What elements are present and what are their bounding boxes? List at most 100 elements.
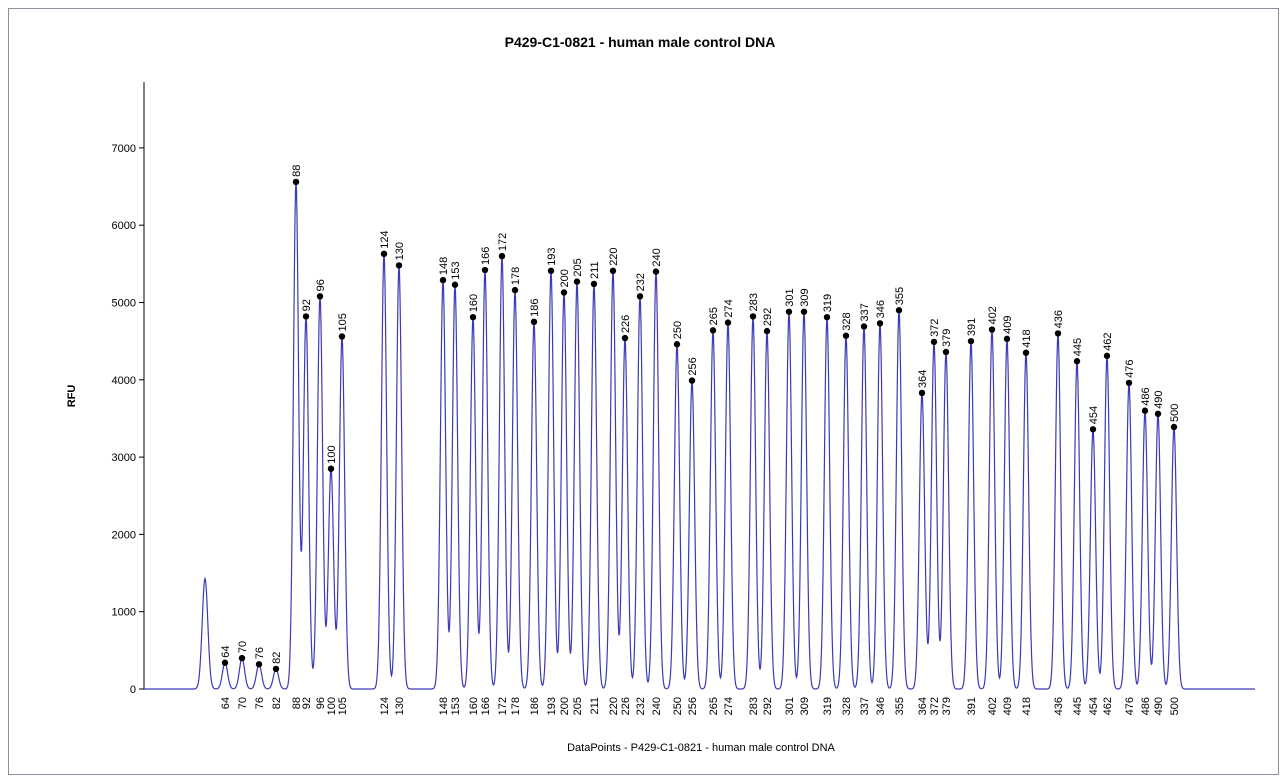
- x-tick-label: 500: [1169, 697, 1181, 715]
- peak-label: 454: [1088, 406, 1100, 424]
- peak-label: 240: [651, 248, 663, 266]
- x-tick-label: 186: [529, 697, 541, 715]
- x-tick-label: 454: [1088, 697, 1100, 715]
- x-tick-label: 476: [1124, 697, 1136, 715]
- peak-label: 172: [497, 233, 509, 251]
- x-tick-label: 193: [546, 697, 558, 715]
- peak-label: 76: [254, 647, 266, 659]
- x-tick-label: 265: [708, 697, 720, 715]
- peak-marker: [967, 337, 975, 345]
- peak-label: 355: [894, 287, 906, 305]
- y-ticks: 0 1000 2000 3000 4000 5000 6000 7000: [112, 143, 144, 696]
- peak-marker: [609, 267, 617, 275]
- peak-label: 200: [559, 269, 571, 287]
- peak-label: 178: [510, 267, 522, 285]
- peak-marker: [395, 262, 403, 269]
- x-tick-label: 436: [1053, 697, 1065, 715]
- peak-label: 70: [237, 641, 249, 653]
- peak-marker: [1089, 426, 1097, 433]
- peak-marker: [652, 268, 660, 275]
- peak-label: 283: [748, 293, 760, 311]
- y-tick-label: 7000: [112, 143, 136, 155]
- peak-label: 391: [966, 318, 978, 336]
- peak-marker: [1022, 349, 1030, 356]
- peak-marker: [272, 665, 280, 673]
- x-tick-label: 76: [254, 697, 266, 709]
- peak-label: 364: [917, 370, 929, 388]
- x-tick-label: 240: [651, 697, 663, 715]
- x-tick-label: 211: [589, 697, 601, 715]
- x-tick-label: 346: [875, 697, 887, 715]
- x-tick-label: 70: [237, 697, 249, 709]
- peak-label: 379: [941, 329, 953, 347]
- x-tick-label: 82: [271, 697, 283, 709]
- peak-marker: [749, 313, 757, 320]
- x-tick-label: 88: [291, 697, 303, 709]
- x-tick-label: 364: [917, 697, 929, 715]
- y-tick-label: 4000: [112, 375, 136, 387]
- x-tick-label: 337: [859, 697, 871, 715]
- peak-marker: [1073, 358, 1081, 365]
- x-tick-label: 200: [559, 697, 571, 715]
- peak-label: 462: [1102, 332, 1114, 350]
- peak-label: 220: [608, 247, 620, 265]
- peak-marker: [1170, 423, 1178, 431]
- peak-label: 105: [337, 313, 349, 331]
- x-tick-label: 153: [450, 697, 462, 715]
- peak-label: 124: [379, 230, 391, 248]
- y-tick-label: 0: [130, 684, 136, 696]
- peak-marker: [709, 327, 717, 334]
- x-tick-label: 409: [1002, 697, 1014, 715]
- peak-label: 96: [315, 279, 327, 291]
- peak-marker: [688, 377, 696, 384]
- peak-marker: [621, 334, 629, 342]
- chart-frame: [8, 8, 1279, 775]
- peak-label: 211: [589, 261, 601, 279]
- peak-marker: [560, 289, 568, 296]
- peak-marker: [511, 286, 519, 294]
- y-tick-label: 2000: [112, 529, 136, 541]
- y-tick-label: 1000: [112, 607, 136, 619]
- x-tick-label: 100: [326, 697, 338, 715]
- x-tick-label: 166: [480, 697, 492, 715]
- x-tick-label: 160: [468, 697, 480, 715]
- peak-marker: [724, 319, 732, 326]
- peak-label: 186: [529, 298, 541, 316]
- x-tick-label: 328: [841, 697, 853, 715]
- peak-label: 292: [762, 308, 774, 326]
- x-tick-label: 220: [608, 697, 620, 715]
- peak-marker: [255, 661, 263, 668]
- peak-marker: [238, 654, 246, 662]
- x-axis-label: DataPoints - P429-C1-0821 - human male c…: [567, 742, 835, 754]
- peak-label: 82: [271, 652, 283, 664]
- peak-label: 445: [1072, 338, 1084, 356]
- peak-marker: [1141, 407, 1149, 414]
- peak-label: 92: [301, 299, 313, 311]
- x-tick-label: 148: [438, 697, 450, 715]
- x-tick-label: 372: [929, 697, 941, 715]
- peak-marker: [380, 250, 388, 258]
- peak-marker: [327, 465, 335, 472]
- x-tick-label: 309: [799, 697, 811, 715]
- peak-label: 205: [572, 258, 584, 276]
- x-tick-label: 64: [220, 697, 232, 709]
- peak-marker: [338, 333, 346, 340]
- x-tick-label: 391: [966, 697, 978, 715]
- peak-label: 274: [723, 299, 735, 317]
- peak-label: 418: [1021, 329, 1033, 347]
- x-tick-label: 124: [379, 697, 391, 715]
- x-tick-label: 319: [822, 697, 834, 715]
- x-tick-label: 292: [762, 697, 774, 715]
- peak-label: 309: [799, 288, 811, 306]
- peak-label: 130: [394, 242, 406, 260]
- x-tick-label: 355: [894, 697, 906, 715]
- peak-marker: [988, 326, 996, 333]
- x-tick-label: 105: [337, 697, 349, 715]
- x-tick-label: 301: [784, 697, 796, 715]
- peak-marker: [498, 252, 506, 260]
- peak-label: 193: [546, 247, 558, 265]
- peak-marker: [942, 348, 950, 356]
- x-tick-label: 205: [572, 697, 584, 715]
- x-tick-label: 462: [1102, 697, 1114, 715]
